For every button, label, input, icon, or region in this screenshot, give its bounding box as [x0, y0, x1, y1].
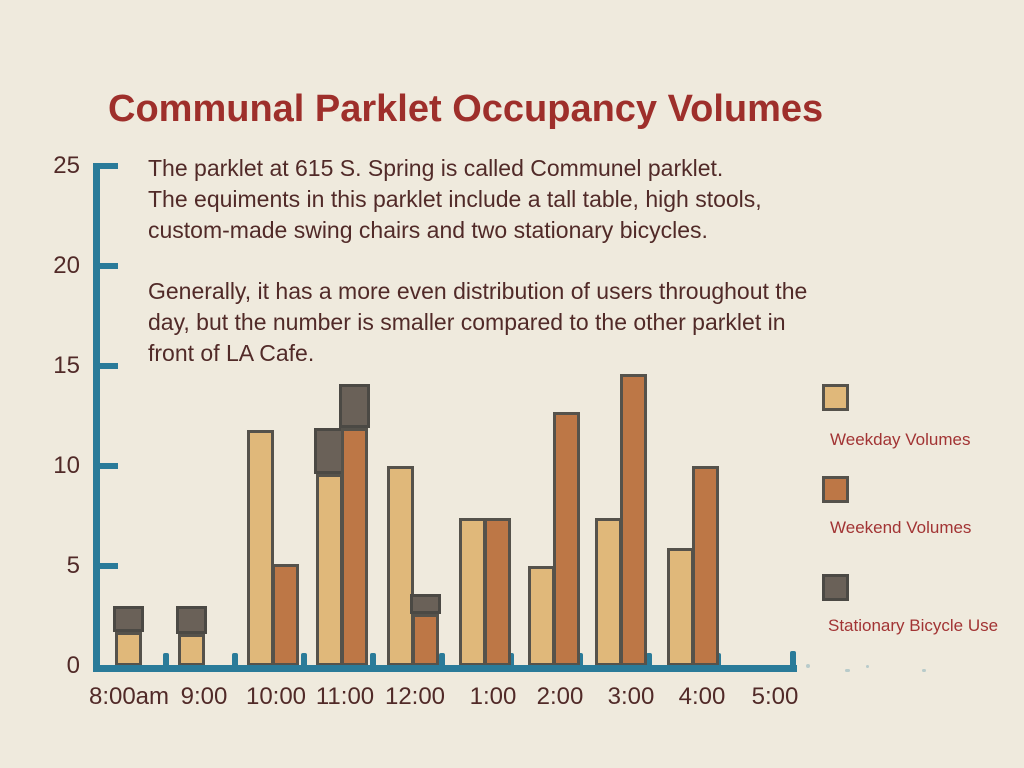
x-tick-label-8:00am: 8:00am: [88, 683, 170, 710]
y-tick-label-10: 10: [53, 452, 80, 479]
bar-weekday-9:00: [178, 634, 205, 666]
weekday-volumes-swatch-icon: [822, 384, 849, 411]
y-tick-label-0: 0: [66, 652, 80, 679]
x-tick-7: [646, 653, 652, 665]
y-axis: [93, 163, 100, 672]
bar-weekend-10:00: [272, 564, 299, 666]
x-tick-2: [301, 653, 307, 665]
bar-weekday-11:00: [316, 474, 343, 666]
x-tick-label-10:00: 10:00: [245, 683, 307, 710]
stationary-bicycle-legend-label: Stationary Bicycle Use: [828, 616, 999, 635]
y-tick-label-20: 20: [53, 252, 80, 279]
x-tick-label-3:00: 3:00: [607, 683, 655, 710]
bar-weekday-8:00am: [115, 632, 142, 666]
bar-weekend-4:00: [692, 466, 719, 666]
bar-weekday-10:00: [247, 430, 274, 666]
x-tick-label-1:00: 1:00: [469, 683, 517, 710]
bar-weekend-11:00: [341, 428, 368, 666]
weekend-volumes-swatch-icon: [822, 476, 849, 503]
x-tick-4: [439, 653, 445, 665]
x-tick-label-5:00: 5:00: [751, 683, 799, 710]
x-tick-label-12:00: 12:00: [384, 683, 446, 710]
bar-weekend-3:00: [620, 374, 647, 666]
page-title: Communal Parklet Occupancy Volumes: [108, 88, 824, 130]
x-tick-label-4:00: 4:00: [678, 683, 726, 710]
note-line-3: front of LA Cafe.: [148, 340, 315, 366]
x-tick-label-2:00: 2:00: [536, 683, 584, 710]
y-tick-15: [100, 363, 118, 369]
weekday-volumes-legend-label: Weekday Volumes: [830, 430, 971, 449]
bar-weekend-1:00: [484, 518, 511, 666]
segment-bicycle-weekend-11:00: [339, 384, 370, 428]
x-tick-5: [508, 653, 514, 665]
weekend-volumes-legend-label: Weekend Volumes: [830, 518, 972, 537]
x-tick-label-11:00: 11:00: [315, 683, 375, 710]
x-tick-3: [370, 653, 376, 665]
x-tick-6: [577, 653, 583, 665]
note-line-1: Generally, it has a more even distributi…: [148, 278, 808, 304]
bar-weekday-3:00: [595, 518, 622, 666]
intro-text: The parklet at 615 S. Spring is called C…: [148, 153, 938, 246]
stationary-bicycle-swatch-icon: [822, 574, 849, 601]
bar-weekend-2:00: [553, 412, 580, 666]
y-tick-20: [100, 263, 118, 269]
x-tick-label-9:00: 9:00: [180, 683, 228, 710]
bar-weekday-1:00: [459, 518, 486, 666]
y-tick-5: [100, 563, 118, 569]
bar-weekday-12:00: [387, 466, 414, 666]
bar-weekend-12:00: [412, 614, 439, 666]
note-line-2: day, but the number is smaller compared …: [148, 309, 786, 335]
intro-line-2: The equiments in this parklet include a …: [148, 186, 762, 212]
x-tick-0: [163, 653, 169, 665]
intro-line-3: custom-made swing chairs and two station…: [148, 217, 708, 243]
segment-bicycle-weekend-12:00: [410, 594, 441, 614]
x-tick-1: [232, 653, 238, 665]
bar-weekday-4:00: [667, 548, 694, 666]
y-tick-label-15: 15: [53, 352, 80, 379]
segment-bicycle-weekday-9:00: [176, 606, 207, 634]
y-tick-label-25: 25: [53, 152, 80, 179]
x-tick-9: [790, 651, 796, 665]
y-tick-label-5: 5: [66, 552, 80, 579]
note-text: Generally, it has a more even distributi…: [148, 276, 938, 369]
segment-bicycle-weekday-8:00am: [113, 606, 144, 632]
y-tick-10: [100, 463, 118, 469]
x-axis: [93, 665, 797, 672]
intro-line-1: The parklet at 615 S. Spring is called C…: [148, 155, 724, 181]
bar-weekday-2:00: [528, 566, 555, 666]
y-tick-25: [100, 163, 118, 169]
